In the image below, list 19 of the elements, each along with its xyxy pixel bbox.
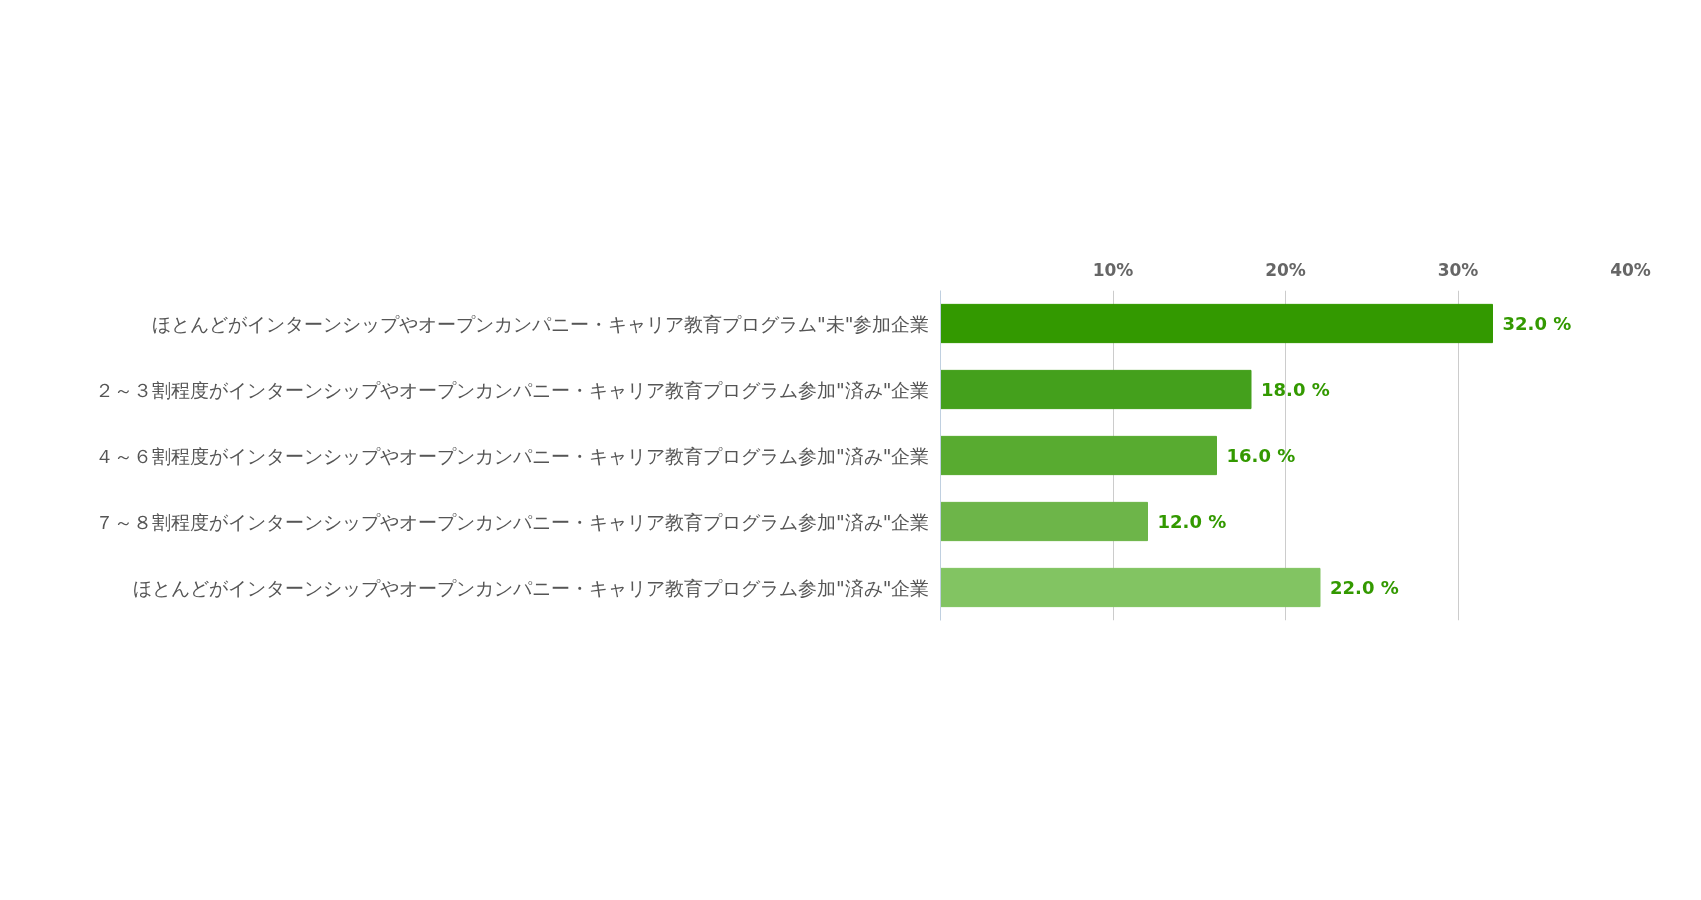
data-label: 22.0 % (1330, 577, 1399, 598)
x-tick-label: 10% (1092, 259, 1134, 280)
x-tick-label: 40% (1610, 259, 1651, 280)
data-label: 18.0 % (1261, 379, 1330, 400)
bar (940, 369, 1252, 410)
bar (940, 567, 1321, 608)
y-tick-label: ７～８割程度がインターンシップやオープンカンパニー・キャリア教育プログラム参加"済み"企業 (95, 510, 930, 533)
data-label: 16.0 % (1226, 445, 1296, 466)
data-label: 32.0 % (1502, 313, 1572, 334)
data-label: 12.0 % (1157, 511, 1227, 532)
x-tick-label: 20% (1265, 259, 1306, 280)
bar (940, 501, 1148, 542)
bar (940, 435, 1217, 476)
y-tick-label: ほとんどがインターンシップやオープンカンパニー・キャリア教育プログラム"未"参加企業 (152, 312, 930, 335)
x-tick-label: 30% (1437, 259, 1479, 280)
y-tick-label: ４～６割程度がインターンシップやオープンカンパニー・キャリア教育プログラム参加"済み"企業 (95, 444, 930, 467)
bar (940, 303, 1493, 344)
y-tick-label: ほとんどがインターンシップやオープンカンパニー・キャリア教育プログラム参加"済み"企業 (133, 576, 930, 599)
y-tick-label: ２～３割程度がインターンシップやオープンカンパニー・キャリア教育プログラム参加"済み"企業 (95, 378, 930, 401)
